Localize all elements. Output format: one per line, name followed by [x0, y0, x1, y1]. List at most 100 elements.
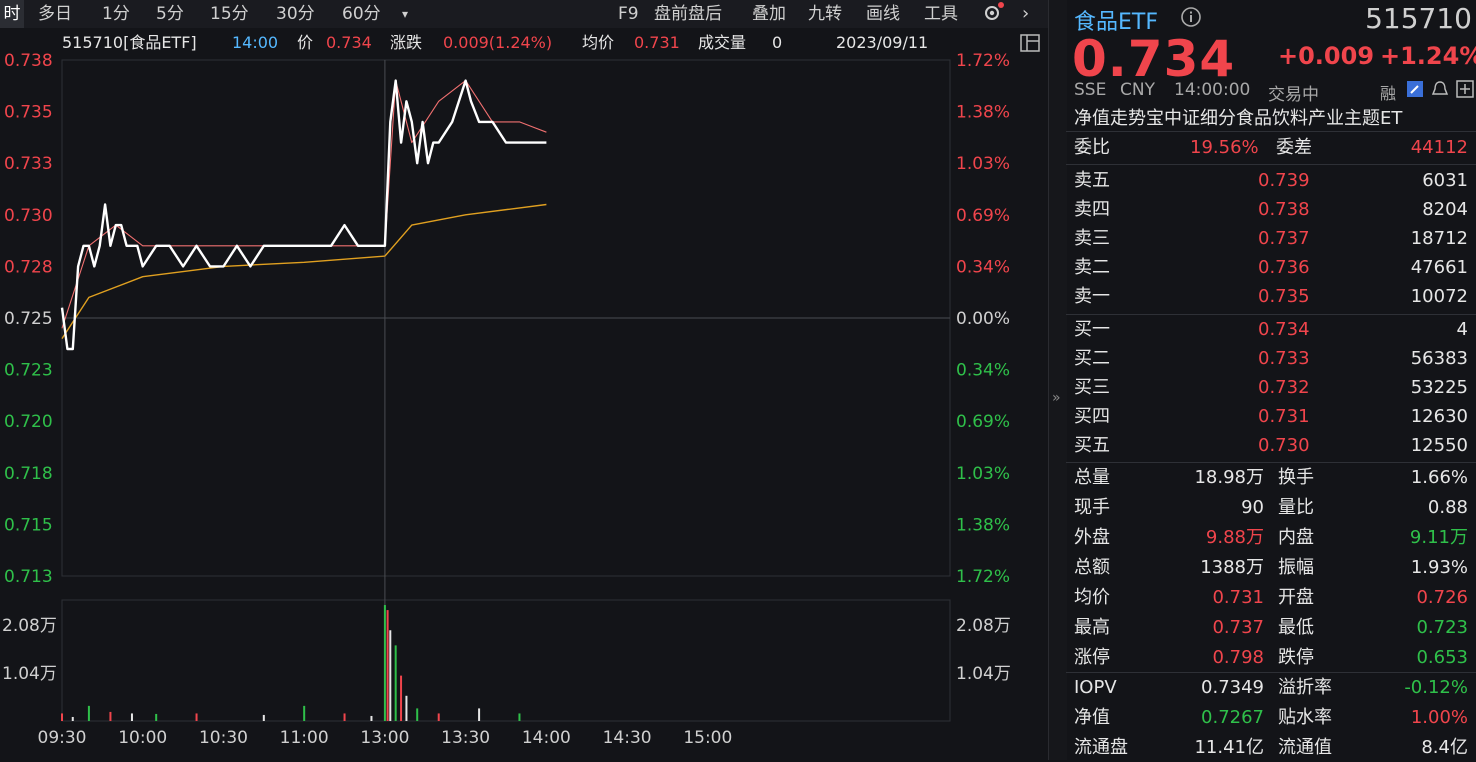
volume-bar [386, 610, 389, 721]
bid-price: 0.730 [1258, 435, 1310, 456]
volume-bar [405, 695, 408, 721]
stat-label: 最高 [1074, 617, 1110, 638]
ask-row[interactable]: 卖四 0.738 8204 [1066, 195, 1476, 224]
price-tick-label: 0.723 [4, 361, 53, 381]
tab-timeshare[interactable]: 时 [0, 0, 24, 28]
tab-multi-day[interactable]: 多日 [38, 4, 72, 24]
pct-tick-label: 1.03% [956, 154, 1010, 174]
chevron-right-icon[interactable]: › [1022, 3, 1030, 24]
quote-panel: 食品ETF 515710 0.734 +0.009 +1.24% SSE CNY… [1066, 0, 1476, 760]
stat-row[interactable]: 涨停 0.798 跌停 0.653 [1066, 643, 1476, 672]
ask-row[interactable]: 卖二 0.736 47661 [1066, 253, 1476, 282]
time-tick-label: 14:00 [522, 728, 571, 748]
bid-row[interactable]: 买三 0.732 53225 [1066, 373, 1476, 402]
layout-toggle-icon[interactable] [1020, 33, 1040, 63]
bid-volume: 12630 [1410, 406, 1468, 427]
panel-divider[interactable]: » [1048, 0, 1067, 760]
tab-15min[interactable]: 15分 [210, 4, 249, 24]
bid-volume: 53225 [1410, 377, 1468, 398]
bid-row[interactable]: 买二 0.733 56383 [1066, 344, 1476, 373]
ask-volume: 47661 [1410, 257, 1468, 278]
code-name: 515710[食品ETF] [62, 33, 197, 52]
stat-row[interactable]: 均价 0.731 开盘 0.726 [1066, 583, 1476, 612]
bid-row[interactable]: 买一 0.734 4 [1066, 315, 1476, 344]
stat-row[interactable]: 最高 0.737 最低 0.723 [1066, 613, 1476, 642]
stat-value: 0.731 [1212, 587, 1264, 608]
stat-label: IOPV [1074, 677, 1117, 698]
stat-row[interactable]: 总量 18.98万 换手 1.66% [1066, 463, 1476, 492]
tab-30min[interactable]: 30分 [276, 4, 315, 24]
collapse-arrow-icon[interactable]: » [1052, 390, 1061, 406]
volume-bar [71, 716, 74, 721]
bid-row[interactable]: 买五 0.730 12550 [1066, 431, 1476, 460]
pct-tick-label: 0.69% [956, 412, 1010, 432]
settings-gear-icon[interactable] [982, 0, 1004, 28]
bid-price: 0.731 [1258, 406, 1310, 427]
stat-row[interactable]: 净值 0.7267 贴水率 1.00% [1066, 703, 1476, 732]
nine-turn-button[interactable]: 九转 [808, 4, 842, 24]
stat-row[interactable]: 总额 1388万 振幅 1.93% [1066, 553, 1476, 582]
bid-row[interactable]: 买四 0.731 12630 [1066, 402, 1476, 431]
intraday-chart[interactable]: 0.738 0.735 0.733 0.730 0.728 0.725 0.723 0.720… [0, 0, 1048, 760]
period-toolbar: 时 多日 1分 5分 15分 30分 60分 ▾ F9 盘前盘后 叠加 九转 画… [0, 0, 1048, 28]
stat-value: 18.98万 [1194, 467, 1264, 488]
trading-status: 交易中 [1268, 85, 1319, 105]
volume-bar [155, 713, 158, 721]
ask-row[interactable]: 卖五 0.739 6031 [1066, 166, 1476, 195]
volume-tick-label: 1.04万 [956, 664, 1011, 684]
bid-level-label: 买五 [1074, 435, 1110, 456]
add-plus-icon[interactable] [1456, 80, 1474, 102]
price-tick-label: 0.733 [4, 154, 53, 174]
stat-label: 溢折率 [1278, 677, 1332, 698]
stat-row[interactable]: 流通盘 11.41亿 流通值 8.4亿 [1066, 733, 1476, 762]
ask-level-label: 卖二 [1074, 257, 1110, 278]
ask-row[interactable]: 卖三 0.737 18712 [1066, 224, 1476, 253]
stat-value: 8.4亿 [1421, 737, 1468, 758]
etf-description[interactable]: 净值走势宝中证细分食品饮料产业主题ET [1074, 108, 1403, 129]
info-circle-icon[interactable] [1180, 6, 1202, 32]
stat-label: 开盘 [1278, 587, 1314, 608]
divider-line [1066, 672, 1476, 673]
etf-name[interactable]: 食品ETF [1074, 10, 1158, 35]
divider-line [1066, 164, 1476, 165]
period-dropdown-icon[interactable]: ▾ [402, 7, 409, 21]
ask-level-label: 卖一 [1074, 286, 1110, 307]
overlay-button[interactable]: 叠加 [752, 4, 786, 24]
volume-bar [518, 713, 521, 721]
ask-volume: 18712 [1410, 228, 1468, 249]
big-change-pct: +1.24% [1380, 42, 1476, 70]
stat-row[interactable]: 现手 90 量比 0.88 [1066, 493, 1476, 522]
stat-label: 最低 [1278, 617, 1314, 638]
price-tick-label: 0.730 [4, 206, 53, 226]
tab-1min[interactable]: 1分 [102, 4, 130, 24]
stat-row[interactable]: 外盘 9.88万 内盘 9.11万 [1066, 523, 1476, 552]
tab-60min[interactable]: 60分 [342, 4, 381, 24]
pencil-icon[interactable] [1406, 80, 1424, 102]
draw-line-button[interactable]: 画线 [866, 4, 900, 24]
stat-row[interactable]: IOPV 0.7349 溢折率 -0.12% [1066, 673, 1476, 702]
price-tick-label: 0.718 [4, 464, 53, 484]
divider-line [1066, 131, 1476, 132]
ask-row[interactable]: 卖一 0.735 10072 [1066, 282, 1476, 311]
tools-button[interactable]: 工具 [924, 4, 958, 24]
tab-5min[interactable]: 5分 [156, 4, 184, 24]
price-tick-label: 0.713 [4, 567, 53, 587]
pct-tick-label: 1.03% [956, 464, 1010, 484]
price-tick-label: 0.725 [4, 309, 53, 329]
stat-label: 总量 [1074, 467, 1110, 488]
stat-value: 9.88万 [1205, 527, 1264, 548]
stat-label: 跌停 [1278, 647, 1314, 668]
volume-bar [262, 714, 265, 721]
time-tick-label: 14:30 [603, 728, 652, 748]
pct-tick-label: 1.38% [956, 103, 1010, 123]
nav-line [61, 80, 547, 329]
stat-value: 0.88 [1427, 497, 1468, 518]
alert-bell-icon[interactable] [1430, 80, 1450, 102]
stat-label: 现手 [1074, 497, 1110, 518]
stat-value: 0.723 [1416, 617, 1468, 638]
ask-level-label: 卖五 [1074, 170, 1110, 191]
f9-button[interactable]: F9 [618, 4, 639, 24]
change-value: 0.009(1.24%) [443, 33, 553, 52]
pre-post-market-button[interactable]: 盘前盘后 [654, 4, 722, 24]
volume-bar [195, 713, 198, 721]
